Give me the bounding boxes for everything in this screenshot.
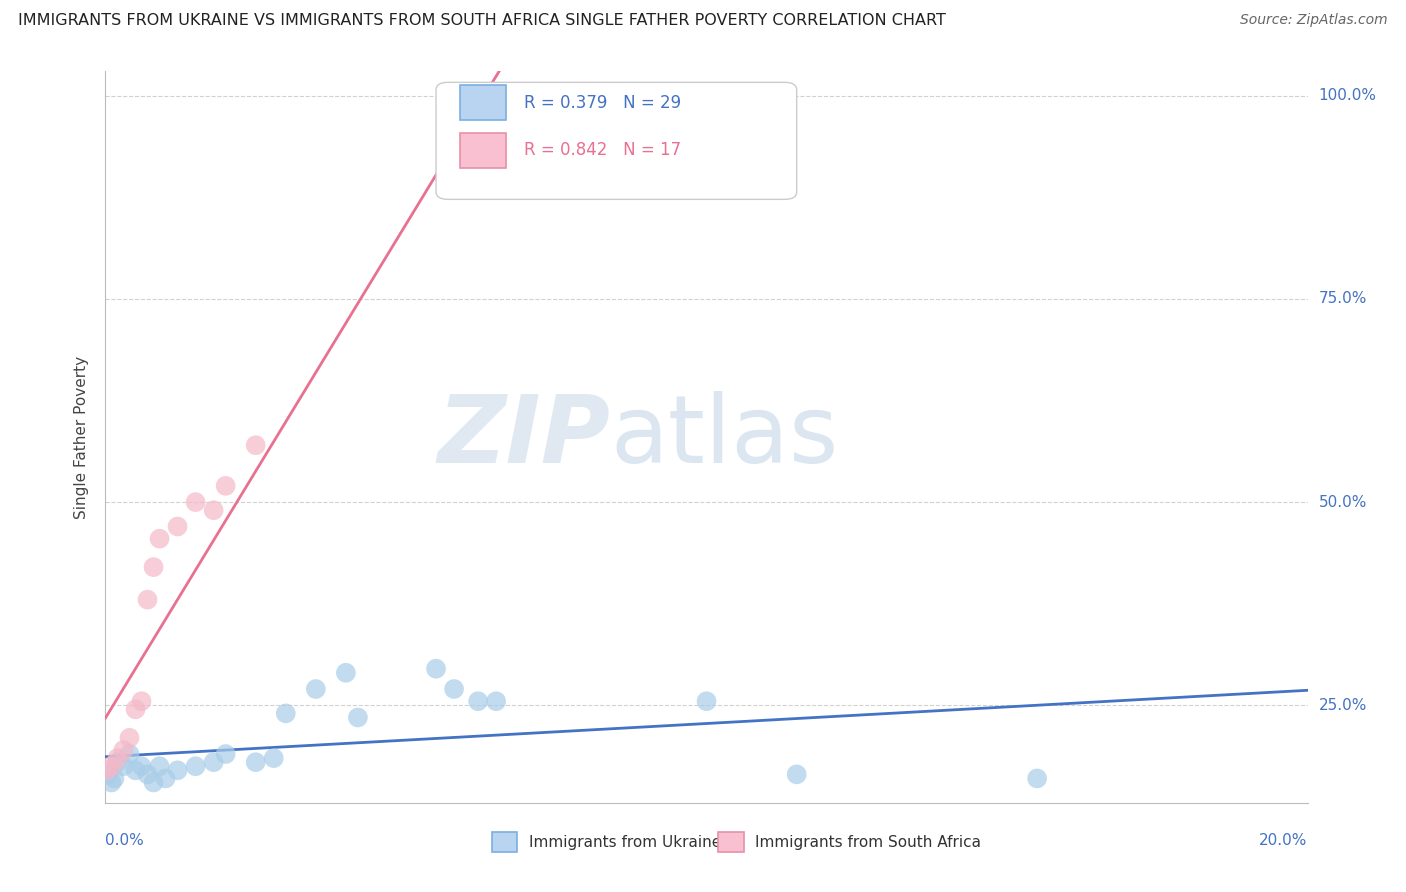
Point xyxy=(100,759,122,773)
Point xyxy=(118,747,141,761)
Text: IMMIGRANTS FROM UKRAINE VS IMMIGRANTS FROM SOUTH AFRICA SINGLE FATHER POVERTY CO: IMMIGRANTS FROM UKRAINE VS IMMIGRANTS FR… xyxy=(18,13,946,29)
Point xyxy=(107,755,129,769)
Point xyxy=(214,479,236,493)
Point xyxy=(274,706,297,721)
Point xyxy=(142,560,165,574)
Point xyxy=(103,772,125,786)
Text: atlas: atlas xyxy=(610,391,838,483)
Point xyxy=(245,755,267,769)
Point xyxy=(155,772,177,786)
Point xyxy=(148,759,170,773)
Point xyxy=(202,755,225,769)
Text: 25.0%: 25.0% xyxy=(1319,698,1367,713)
Point xyxy=(131,759,153,773)
Text: 75.0%: 75.0% xyxy=(1319,292,1367,307)
Text: R = 0.379   N = 29: R = 0.379 N = 29 xyxy=(524,94,681,112)
Text: 0.0%: 0.0% xyxy=(105,833,145,848)
Y-axis label: Single Father Poverty: Single Father Poverty xyxy=(75,356,90,518)
Text: Immigrants from South Africa: Immigrants from South Africa xyxy=(755,835,981,849)
Text: Source: ZipAtlas.com: Source: ZipAtlas.com xyxy=(1240,13,1388,28)
Text: 50.0%: 50.0% xyxy=(1319,494,1367,509)
Point xyxy=(202,503,225,517)
Point xyxy=(485,694,508,708)
Point xyxy=(166,764,188,778)
Point xyxy=(112,759,135,773)
Point xyxy=(425,662,447,676)
Point xyxy=(467,694,489,708)
Point xyxy=(148,532,170,546)
Text: Immigrants from Ukraine: Immigrants from Ukraine xyxy=(529,835,721,849)
Point xyxy=(305,681,328,696)
Point xyxy=(136,592,159,607)
Point xyxy=(347,710,370,724)
Point xyxy=(131,694,153,708)
FancyBboxPatch shape xyxy=(460,86,506,120)
Point xyxy=(485,93,508,107)
FancyBboxPatch shape xyxy=(436,82,797,200)
Point xyxy=(100,775,122,789)
Point xyxy=(184,495,207,509)
Point xyxy=(214,747,236,761)
Point xyxy=(166,519,188,533)
Text: ZIP: ZIP xyxy=(437,391,610,483)
Point xyxy=(696,694,718,708)
Point xyxy=(335,665,357,680)
Point xyxy=(97,767,120,781)
FancyBboxPatch shape xyxy=(460,133,506,168)
Point xyxy=(443,681,465,696)
Point xyxy=(96,764,118,778)
Point xyxy=(245,438,267,452)
Point xyxy=(142,775,165,789)
Point xyxy=(184,759,207,773)
Point xyxy=(124,764,146,778)
Point xyxy=(1026,772,1049,786)
Point xyxy=(112,743,135,757)
Point xyxy=(124,702,146,716)
Point xyxy=(786,767,808,781)
Text: R = 0.842   N = 17: R = 0.842 N = 17 xyxy=(524,141,681,160)
Point xyxy=(496,93,519,107)
Point xyxy=(263,751,285,765)
Point xyxy=(118,731,141,745)
Text: 20.0%: 20.0% xyxy=(1260,833,1308,848)
Point xyxy=(136,767,159,781)
Text: 100.0%: 100.0% xyxy=(1319,88,1376,103)
Point xyxy=(107,751,129,765)
